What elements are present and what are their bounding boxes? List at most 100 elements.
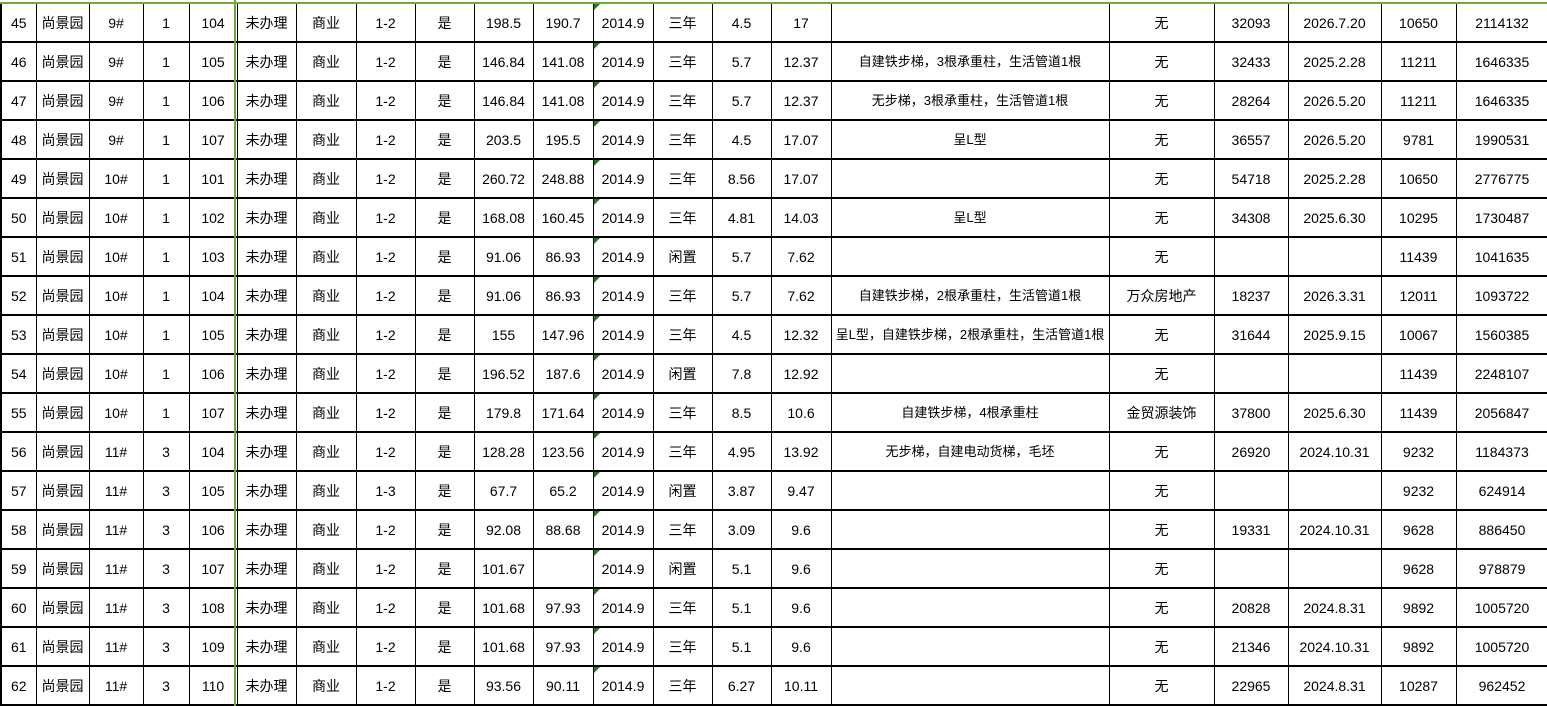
cell-expiry-date[interactable]: 2025.2.28 xyxy=(1288,159,1382,199)
cell-tenant-name[interactable]: 无 xyxy=(1109,627,1215,667)
cell-notes[interactable] xyxy=(831,588,1110,628)
cell-building-number[interactable]: 11# xyxy=(89,471,144,511)
cell-confirm-flag[interactable]: 是 xyxy=(415,4,475,43)
cell-status[interactable]: 未办理 xyxy=(237,198,297,238)
cell-room-number[interactable]: 104 xyxy=(189,4,238,43)
cell-amount[interactable]: 31644 xyxy=(1214,315,1289,355)
cell-status[interactable]: 未办理 xyxy=(237,354,297,394)
cell-confirm-flag[interactable]: 是 xyxy=(415,354,475,394)
cell-tenant-name[interactable]: 万众房地产 xyxy=(1109,276,1215,316)
cell-usage-type[interactable]: 商业 xyxy=(296,315,357,355)
cell-notes[interactable]: 无步梯，自建电动货梯，毛坯 xyxy=(831,432,1110,472)
cell-unit-price[interactable]: 9892 xyxy=(1381,588,1457,628)
cell-row-number[interactable]: 52 xyxy=(0,276,37,316)
cell-value-a[interactable]: 5.7 xyxy=(712,81,772,121)
cell-expiry-date[interactable] xyxy=(1288,549,1382,589)
cell-lease-term[interactable]: 三年 xyxy=(653,159,713,199)
cell-project-name[interactable]: 尚景园 xyxy=(36,588,90,628)
cell-area-gross[interactable]: 168.08 xyxy=(474,198,534,238)
cell-amount[interactable]: 34308 xyxy=(1214,198,1289,238)
cell-value-a[interactable]: 5.7 xyxy=(712,276,772,316)
cell-tenant-name[interactable]: 无 xyxy=(1109,237,1215,277)
cell-area-net[interactable]: 147.96 xyxy=(533,315,594,355)
cell-total-amount[interactable]: 1990531 xyxy=(1456,120,1547,160)
cell-unit-price[interactable]: 9628 xyxy=(1381,549,1457,589)
cell-building-number[interactable]: 10# xyxy=(89,354,144,394)
cell-lease-term[interactable]: 三年 xyxy=(653,4,713,43)
cell-floor-range[interactable]: 1-2 xyxy=(356,42,416,82)
cell-usage-type[interactable]: 商业 xyxy=(296,276,357,316)
cell-confirm-flag[interactable]: 是 xyxy=(415,120,475,160)
cell-confirm-flag[interactable]: 是 xyxy=(415,159,475,199)
cell-unit-number[interactable]: 1 xyxy=(143,315,190,355)
cell-unit-number[interactable]: 1 xyxy=(143,276,190,316)
cell-project-name[interactable]: 尚景园 xyxy=(36,432,90,472)
cell-building-number[interactable]: 10# xyxy=(89,198,144,238)
cell-room-number[interactable]: 106 xyxy=(189,510,238,550)
cell-total-amount[interactable]: 978879 xyxy=(1456,549,1547,589)
cell-building-number[interactable]: 11# xyxy=(89,432,144,472)
cell-value-a[interactable]: 5.7 xyxy=(712,42,772,82)
cell-tenant-name[interactable]: 无 xyxy=(1109,81,1215,121)
cell-value-b[interactable]: 12.37 xyxy=(771,81,832,121)
cell-expiry-date[interactable]: 2026.5.20 xyxy=(1288,81,1382,121)
cell-project-name[interactable]: 尚景园 xyxy=(36,42,90,82)
cell-lease-term[interactable]: 三年 xyxy=(653,393,713,433)
cell-notes[interactable] xyxy=(831,510,1110,550)
cell-row-number[interactable]: 53 xyxy=(0,315,37,355)
cell-area-net[interactable]: 86.93 xyxy=(533,276,594,316)
cell-unit-number[interactable]: 3 xyxy=(143,510,190,550)
cell-row-number[interactable]: 62 xyxy=(0,666,37,706)
cell-tenant-name[interactable]: 无 xyxy=(1109,315,1215,355)
cell-value-a[interactable]: 5.7 xyxy=(712,237,772,277)
cell-unit-number[interactable]: 3 xyxy=(143,666,190,706)
cell-area-net[interactable]: 141.08 xyxy=(533,81,594,121)
cell-total-amount[interactable]: 1041635 xyxy=(1456,237,1547,277)
cell-status[interactable]: 未办理 xyxy=(237,4,297,43)
cell-value-a[interactable]: 4.5 xyxy=(712,315,772,355)
cell-lease-term[interactable]: 闲置 xyxy=(653,471,713,511)
cell-area-net[interactable]: 86.93 xyxy=(533,237,594,277)
cell-amount[interactable]: 22965 xyxy=(1214,666,1289,706)
cell-notes[interactable]: 呈L型 xyxy=(831,198,1110,238)
cell-floor-range[interactable]: 1-2 xyxy=(356,354,416,394)
cell-confirm-flag[interactable]: 是 xyxy=(415,237,475,277)
cell-floor-range[interactable]: 1-2 xyxy=(356,666,416,706)
cell-unit-number[interactable]: 3 xyxy=(143,627,190,667)
cell-confirm-flag[interactable]: 是 xyxy=(415,393,475,433)
cell-floor-range[interactable]: 1-2 xyxy=(356,81,416,121)
cell-lease-term[interactable]: 闲置 xyxy=(653,354,713,394)
cell-usage-type[interactable]: 商业 xyxy=(296,120,357,160)
cell-expiry-date[interactable]: 2025.2.28 xyxy=(1288,42,1382,82)
cell-expiry-date[interactable]: 2025.9.15 xyxy=(1288,315,1382,355)
cell-unit-number[interactable]: 1 xyxy=(143,4,190,43)
cell-notes[interactable]: 无步梯，3根承重柱，生活管道1根 xyxy=(831,81,1110,121)
cell-area-gross[interactable]: 91.06 xyxy=(474,237,534,277)
cell-unit-number[interactable]: 3 xyxy=(143,588,190,628)
cell-room-number[interactable]: 101 xyxy=(189,159,238,199)
cell-area-gross[interactable]: 146.84 xyxy=(474,81,534,121)
cell-expiry-date[interactable]: 2024.8.31 xyxy=(1288,666,1382,706)
cell-amount[interactable]: 26920 xyxy=(1214,432,1289,472)
cell-usage-type[interactable]: 商业 xyxy=(296,81,357,121)
cell-notes[interactable] xyxy=(831,549,1110,589)
cell-value-a[interactable]: 7.8 xyxy=(712,354,772,394)
cell-unit-price[interactable]: 9628 xyxy=(1381,510,1457,550)
cell-value-b[interactable]: 9.6 xyxy=(771,588,832,628)
cell-building-number[interactable]: 10# xyxy=(89,315,144,355)
cell-unit-price[interactable]: 10650 xyxy=(1381,4,1457,43)
cell-unit-number[interactable]: 1 xyxy=(143,393,190,433)
cell-project-name[interactable]: 尚景园 xyxy=(36,510,90,550)
cell-floor-range[interactable]: 1-2 xyxy=(356,315,416,355)
cell-amount[interactable] xyxy=(1214,354,1289,394)
cell-status[interactable]: 未办理 xyxy=(237,666,297,706)
cell-tenant-name[interactable]: 无 xyxy=(1109,471,1215,511)
cell-area-gross[interactable]: 101.68 xyxy=(474,627,534,667)
cell-status[interactable]: 未办理 xyxy=(237,42,297,82)
cell-value-b[interactable]: 7.62 xyxy=(771,276,832,316)
cell-building-number[interactable]: 11# xyxy=(89,510,144,550)
cell-expiry-date[interactable] xyxy=(1288,237,1382,277)
cell-lease-term[interactable]: 三年 xyxy=(653,42,713,82)
cell-usage-type[interactable]: 商业 xyxy=(296,627,357,667)
cell-lease-term[interactable]: 闲置 xyxy=(653,237,713,277)
